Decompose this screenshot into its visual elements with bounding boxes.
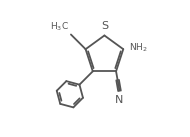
- Text: H$_3$C: H$_3$C: [50, 21, 69, 33]
- Text: N: N: [115, 95, 124, 105]
- Text: NH$_2$: NH$_2$: [129, 41, 147, 54]
- Text: S: S: [101, 21, 108, 31]
